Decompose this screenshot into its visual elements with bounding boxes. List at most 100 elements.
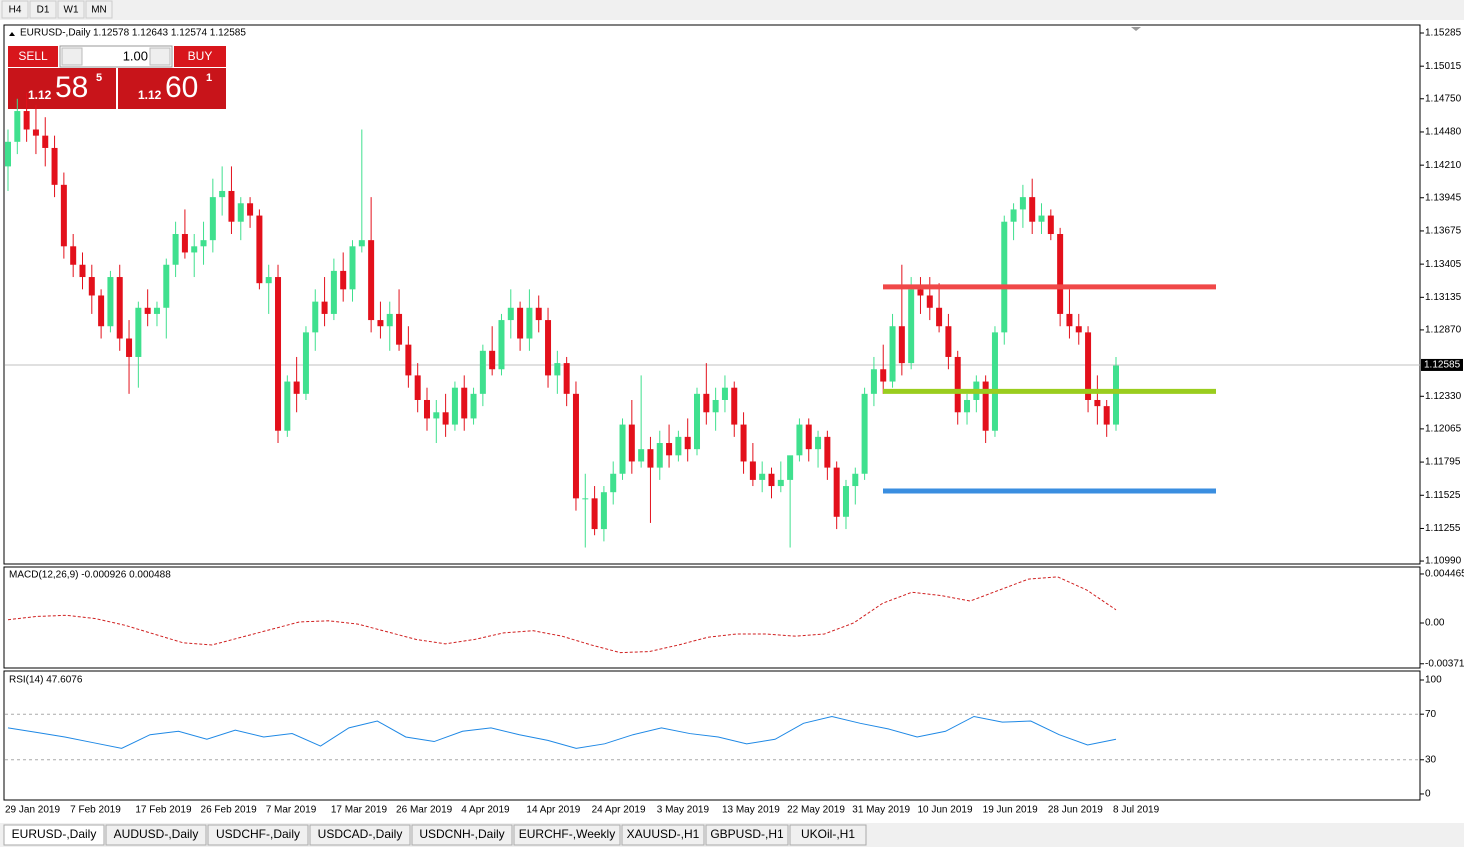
candle-body bbox=[209, 197, 216, 241]
candle-body bbox=[153, 307, 160, 314]
buy-big: 1.12 bbox=[138, 88, 162, 102]
candle-body bbox=[181, 234, 188, 253]
candle-body bbox=[247, 203, 254, 216]
x-tick-label: 17 Mar 2019 bbox=[331, 805, 388, 816]
y-tick-label: 1.12330 bbox=[1425, 391, 1462, 402]
tab-label: USDCNH-,Daily bbox=[419, 827, 504, 841]
candle-body bbox=[1001, 221, 1008, 333]
candle-body bbox=[917, 289, 924, 296]
y-tick-label: 1.14210 bbox=[1425, 160, 1462, 171]
sell-price[interactable] bbox=[8, 68, 116, 109]
x-tick-label: 8 Jul 2019 bbox=[1113, 805, 1160, 816]
tab[interactable] bbox=[309, 824, 411, 846]
candle-body bbox=[507, 307, 514, 321]
candle-body bbox=[787, 455, 794, 480]
candle-body bbox=[1085, 332, 1092, 400]
x-tick-label: 24 Apr 2019 bbox=[592, 805, 646, 816]
candle-body bbox=[489, 350, 496, 370]
candle-body bbox=[330, 270, 337, 314]
buy-label: BUY bbox=[188, 49, 213, 63]
candle-body bbox=[451, 387, 458, 425]
y-tick-label: 30 bbox=[1425, 754, 1437, 765]
tab-label: UKOil-,H1 bbox=[801, 827, 855, 841]
timeframe-button[interactable] bbox=[85, 0, 113, 19]
y-tick-label: 1.12065 bbox=[1425, 424, 1462, 435]
candle-body bbox=[991, 332, 998, 431]
candle-body bbox=[554, 363, 561, 376]
tab-label: AUDUSD-,Daily bbox=[114, 827, 199, 841]
sell-big: 1.12 bbox=[28, 88, 52, 102]
candle-body bbox=[982, 381, 989, 431]
tab[interactable] bbox=[411, 824, 513, 846]
candle-body bbox=[284, 381, 291, 431]
tab[interactable] bbox=[3, 824, 105, 846]
candle-body bbox=[349, 246, 356, 290]
candle-body bbox=[461, 387, 468, 419]
timeframe-button[interactable] bbox=[29, 0, 57, 19]
buy-price[interactable] bbox=[118, 68, 226, 109]
x-tick-label: 3 May 2019 bbox=[657, 805, 710, 816]
tab[interactable] bbox=[105, 824, 207, 846]
candle-body bbox=[805, 424, 812, 450]
candle-body bbox=[731, 387, 738, 425]
tab[interactable] bbox=[513, 824, 621, 846]
tab[interactable] bbox=[789, 824, 867, 846]
sell-button[interactable] bbox=[8, 46, 58, 67]
buy-point: 1 bbox=[206, 72, 212, 84]
candle-body bbox=[740, 424, 747, 462]
candle-body bbox=[545, 320, 552, 376]
candle-body bbox=[572, 393, 579, 499]
x-tick-label: 19 Jun 2019 bbox=[983, 805, 1038, 816]
tab-label: XAUUSD-,H1 bbox=[627, 827, 700, 841]
candle-body bbox=[656, 443, 663, 468]
candle-body bbox=[852, 473, 859, 487]
candle-body bbox=[926, 295, 933, 308]
tab[interactable] bbox=[207, 824, 309, 846]
candle-body bbox=[340, 270, 347, 290]
candle-body bbox=[1047, 215, 1054, 235]
candle-body bbox=[219, 190, 226, 198]
candle-body bbox=[712, 399, 719, 413]
tab-label: EURCHF-,Weekly bbox=[519, 827, 615, 841]
x-tick-label: 7 Mar 2019 bbox=[266, 805, 317, 816]
candle-body bbox=[833, 467, 840, 517]
candle-body bbox=[1075, 326, 1082, 333]
candle-body bbox=[1113, 365, 1119, 425]
candle-body bbox=[116, 277, 123, 339]
y-tick-label: 70 bbox=[1425, 709, 1437, 720]
candle-body bbox=[479, 350, 486, 394]
y-tick-label: 1.11795 bbox=[1425, 457, 1461, 468]
candle-body bbox=[237, 203, 244, 222]
candle-body bbox=[386, 313, 393, 327]
x-tick-label: 4 Apr 2019 bbox=[461, 805, 510, 816]
x-tick-label: 26 Mar 2019 bbox=[396, 805, 453, 816]
candle-body bbox=[163, 264, 170, 308]
y-tick-label: 1.15285 bbox=[1425, 28, 1462, 39]
y-tick-label: 1.15015 bbox=[1425, 61, 1462, 72]
sell-label: SELL bbox=[18, 49, 48, 63]
buy-pips: 60 bbox=[165, 71, 198, 104]
timeframe-button[interactable] bbox=[1, 0, 29, 19]
candle-body bbox=[619, 424, 626, 474]
timeframe-button[interactable] bbox=[57, 0, 85, 19]
lot-down[interactable] bbox=[61, 47, 83, 66]
candle-body bbox=[442, 412, 449, 425]
x-tick-label: 26 Feb 2019 bbox=[201, 805, 258, 816]
tab[interactable] bbox=[705, 824, 789, 846]
candle-body bbox=[582, 498, 589, 500]
candle-body bbox=[88, 277, 95, 296]
candle-body bbox=[14, 111, 21, 142]
candle-body bbox=[796, 424, 803, 456]
lot-up[interactable] bbox=[149, 47, 171, 66]
main-panel bbox=[3, 24, 1421, 565]
x-tick-label: 22 May 2019 bbox=[787, 805, 845, 816]
tab[interactable] bbox=[621, 824, 705, 846]
candle-body bbox=[423, 399, 430, 419]
x-tick-label: 17 Feb 2019 bbox=[135, 805, 192, 816]
y-tick-label: 1.14750 bbox=[1425, 93, 1462, 104]
lot-input[interactable] bbox=[59, 45, 173, 68]
indicator-line bbox=[7, 715, 1117, 749]
candle-body bbox=[1066, 313, 1073, 327]
buy-button[interactable] bbox=[174, 46, 226, 67]
